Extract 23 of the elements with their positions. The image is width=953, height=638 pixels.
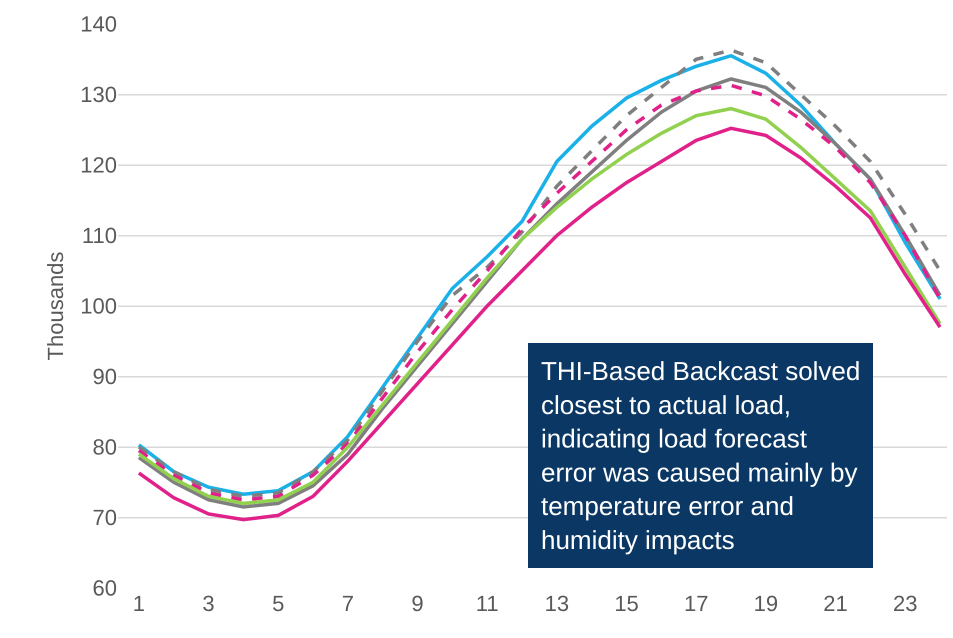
x-tick-label: 17: [684, 591, 708, 616]
x-tick-label: 13: [544, 591, 570, 616]
y-tick-label: 120: [80, 152, 117, 178]
x-tick-label: 15: [614, 591, 639, 616]
y-tick-label: 70: [92, 505, 117, 530]
x-tick-label: 23: [892, 591, 918, 616]
x-tick-label: 11: [476, 591, 499, 616]
x-tick-label: 19: [754, 591, 778, 616]
y-tick-label: 130: [80, 82, 117, 108]
x-tick-label: 7: [342, 591, 354, 616]
x-tick-label: 1: [132, 591, 146, 616]
y-tick-label: 60: [92, 576, 117, 601]
y-tick-label: 110: [82, 223, 117, 248]
y-tick-label: 90: [92, 364, 117, 390]
x-tick-label: 5: [272, 591, 284, 616]
x-tick-label: 3: [202, 591, 215, 616]
y-tick-label: 140: [80, 12, 117, 37]
annotation: THI-Based Backcast solved closest to actual load, indicating load forecast error was caused mainly by temperature error and humidity impacts: [541, 356, 860, 555]
x-tick-label: 9: [411, 591, 424, 616]
y-tick-label: 100: [80, 294, 117, 319]
y-axis-title: Thousands: [43, 252, 68, 360]
y-tick-label: 80: [92, 434, 117, 460]
x-tick-label: 21: [823, 591, 848, 616]
